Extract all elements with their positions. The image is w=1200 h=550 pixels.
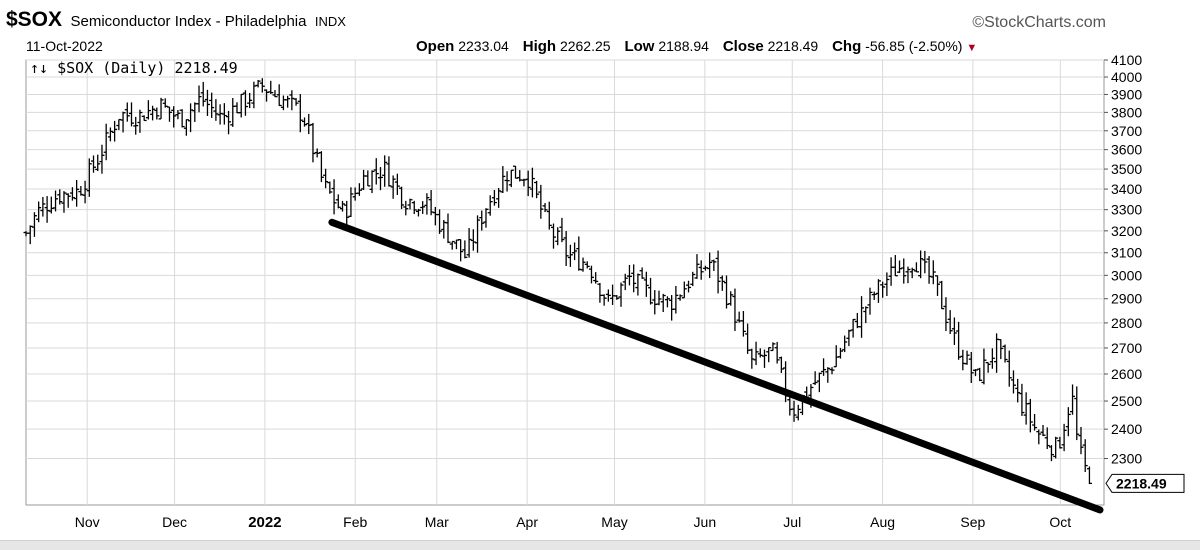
y-tick-label: 2700 bbox=[1111, 340, 1142, 356]
x-tick-label: Nov bbox=[75, 514, 100, 530]
chart-header: $SOX Semiconductor Index - Philadelphia … bbox=[6, 8, 346, 32]
last-value-label: 2218.49 bbox=[1116, 475, 1167, 491]
y-tick-label: 2800 bbox=[1111, 315, 1142, 331]
legend-label: ↑↓ $SOX (Daily) 2218.49 bbox=[30, 59, 238, 77]
y-tick-label: 2400 bbox=[1111, 421, 1142, 437]
x-tick-label: Mar bbox=[425, 514, 449, 530]
y-tick-label: 3500 bbox=[1111, 161, 1142, 177]
y-tick-label: 3400 bbox=[1111, 181, 1142, 197]
brand-watermark: ©StockCharts.com bbox=[972, 14, 1106, 31]
chg-label: Chg bbox=[832, 38, 862, 55]
x-tick-label: Dec bbox=[162, 514, 187, 530]
y-tick-label: 3600 bbox=[1111, 142, 1142, 158]
trendline bbox=[328, 218, 1104, 514]
x-tick-label: Aug bbox=[870, 514, 895, 530]
y-tick-label: 3800 bbox=[1111, 104, 1142, 120]
y-tick-label: 4000 bbox=[1111, 69, 1142, 85]
x-tick-label: May bbox=[601, 514, 627, 530]
open-value: 2233.04 bbox=[458, 38, 509, 54]
chg-value: -56.85 (-2.50%) bbox=[865, 38, 963, 54]
x-tick-label: Feb bbox=[343, 514, 367, 530]
y-tick-label: 3900 bbox=[1111, 86, 1142, 102]
x-tick-label: Jul bbox=[783, 514, 801, 530]
x-tick-label: 2022 bbox=[248, 514, 281, 531]
symbol: $SOX bbox=[6, 8, 63, 31]
ohlc-summary: Open 2233.04 High 2262.25 Low 2188.94 Cl… bbox=[416, 38, 977, 55]
x-tick-label: Sep bbox=[960, 514, 985, 530]
y-tick-label: 2600 bbox=[1111, 366, 1142, 382]
open-label: Open bbox=[416, 38, 455, 55]
close-label: Close bbox=[722, 38, 764, 55]
x-tick-label: Apr bbox=[516, 514, 538, 530]
y-tick-label: 2900 bbox=[1111, 291, 1142, 307]
bottom-scroll-strip bbox=[0, 540, 1200, 550]
y-tick-label: 3700 bbox=[1111, 123, 1142, 139]
y-tick-label: 3100 bbox=[1111, 245, 1142, 261]
y-tick-label: 2300 bbox=[1111, 451, 1142, 467]
high-value: 2262.25 bbox=[559, 38, 611, 54]
y-tick-label: 2500 bbox=[1111, 393, 1142, 409]
index-description: Semiconductor Index - Philadelphia bbox=[70, 13, 307, 30]
y-tick-label: 3000 bbox=[1111, 267, 1142, 283]
low-value: 2188.94 bbox=[658, 38, 709, 54]
exchange: INDX bbox=[314, 14, 346, 29]
x-tick-label: Jun bbox=[694, 514, 717, 530]
y-tick-label: 3200 bbox=[1111, 223, 1142, 239]
close-value: 2218.49 bbox=[767, 38, 819, 54]
high-label: High bbox=[522, 38, 557, 55]
down-triangle-icon: ▼ bbox=[966, 42, 978, 54]
y-tick-label: 3300 bbox=[1111, 202, 1142, 218]
y-tick-label: 4100 bbox=[1111, 52, 1142, 68]
chart-date: 11-Oct-2022 bbox=[26, 38, 103, 54]
plot-frame bbox=[25, 59, 1105, 506]
x-tick-label: Oct bbox=[1049, 514, 1071, 530]
last-value-box bbox=[1105, 473, 1185, 493]
low-label: Low bbox=[624, 38, 655, 55]
